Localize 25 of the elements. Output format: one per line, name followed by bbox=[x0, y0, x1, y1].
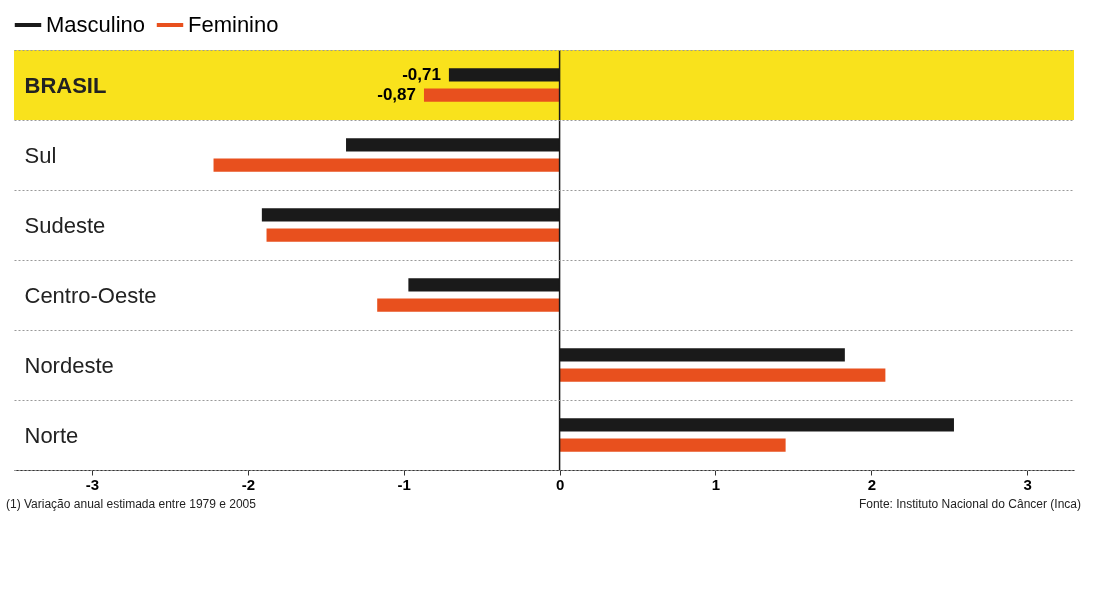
bar bbox=[423, 88, 560, 102]
bar bbox=[213, 158, 560, 172]
y-tick-label: Nordeste bbox=[24, 352, 114, 378]
y-tick-label: Norte bbox=[24, 422, 79, 448]
data-label: -0,87 bbox=[377, 85, 416, 105]
legend-label: Feminino bbox=[188, 12, 279, 37]
bar bbox=[377, 298, 560, 312]
x-tick-label: -1 bbox=[397, 475, 411, 493]
source-note: Fonte: Instituto Nacional do Câncer (Inca) bbox=[858, 497, 1081, 511]
y-tick-label: Sul bbox=[24, 142, 57, 168]
text: (1) Variação anual estimada entre 1979 e 2005 bbox=[6, 497, 256, 511]
data-label: -0,71 bbox=[402, 64, 441, 84]
x-tick-label: -2 bbox=[241, 475, 255, 493]
legend-label: Masculino bbox=[46, 12, 146, 37]
x-tick-label: 3 bbox=[1023, 475, 1032, 493]
bar bbox=[266, 228, 560, 242]
x-tick-label: 2 bbox=[867, 475, 877, 493]
bar bbox=[559, 438, 786, 452]
bar bbox=[559, 368, 886, 382]
y-tick-label: BRASIL bbox=[24, 72, 107, 98]
x-tick-label: 0 bbox=[555, 475, 565, 493]
y-tick-label: Centro-Oeste bbox=[24, 282, 157, 308]
x-tick-label: 1 bbox=[711, 475, 721, 493]
y-tick-label: Sudeste bbox=[24, 212, 106, 238]
x-tick-label: -3 bbox=[85, 475, 100, 493]
